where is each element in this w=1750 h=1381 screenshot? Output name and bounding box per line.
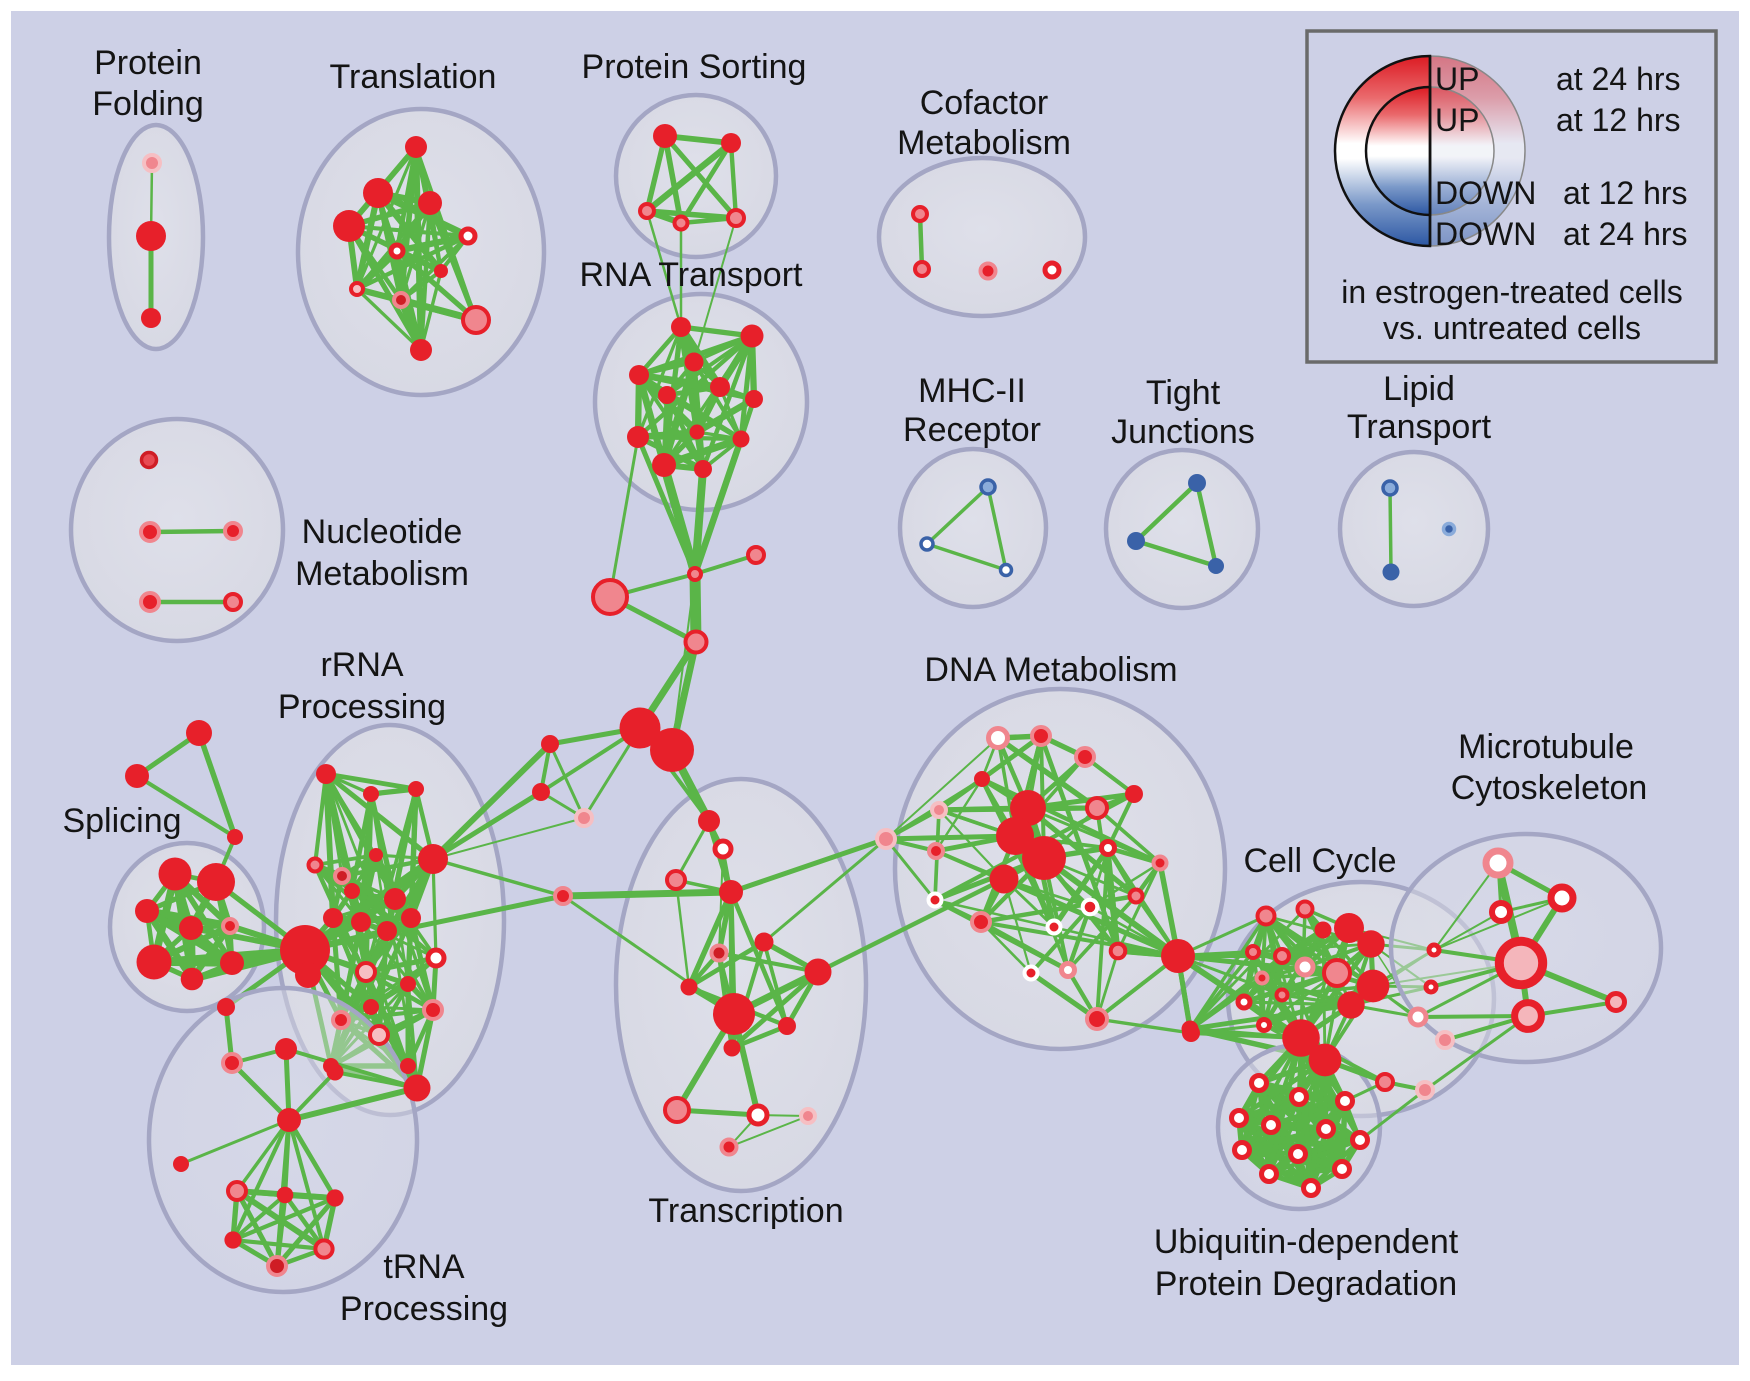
svg-text:DOWN: DOWN [1435,216,1536,252]
svg-text:Tight: Tight [1146,374,1221,412]
svg-text:Cell Cycle: Cell Cycle [1243,842,1396,880]
svg-text:Nucleotide: Nucleotide [302,513,463,551]
svg-text:Receptor: Receptor [903,411,1041,449]
svg-text:rRNA: rRNA [320,646,403,684]
svg-text:Microtubule: Microtubule [1458,728,1634,766]
svg-text:DNA Metabolism: DNA Metabolism [924,651,1177,689]
svg-text:Cofactor: Cofactor [920,84,1049,122]
svg-text:Transport: Transport [1347,408,1492,446]
svg-text:Metabolism: Metabolism [897,124,1071,162]
svg-text:Folding: Folding [92,85,204,123]
svg-text:tRNA: tRNA [383,1248,465,1286]
svg-text:at 24 hrs: at 24 hrs [1563,216,1688,252]
svg-text:Processing: Processing [340,1290,508,1328]
svg-text:Protein: Protein [94,44,202,82]
svg-text:DOWN: DOWN [1435,175,1536,211]
svg-text:at 12 hrs: at 12 hrs [1556,102,1681,138]
svg-text:Cytoskeleton: Cytoskeleton [1451,769,1648,807]
svg-text:MHC-II: MHC-II [918,372,1026,410]
svg-text:UP: UP [1435,61,1479,97]
svg-text:Ubiquitin-dependent: Ubiquitin-dependent [1154,1223,1459,1261]
svg-text:vs. untreated cells: vs. untreated cells [1383,310,1641,346]
svg-text:Splicing: Splicing [62,802,181,840]
svg-text:at 24 hrs: at 24 hrs [1556,61,1681,97]
svg-text:Junctions: Junctions [1111,413,1255,451]
svg-text:UP: UP [1435,102,1479,138]
svg-text:in estrogen-treated cells: in estrogen-treated cells [1341,274,1683,310]
svg-text:Metabolism: Metabolism [295,555,469,593]
svg-text:Transcription: Transcription [648,1192,843,1230]
svg-text:Lipid: Lipid [1383,370,1455,408]
svg-text:Translation: Translation [330,58,497,96]
svg-text:Protein Sorting: Protein Sorting [582,48,807,86]
svg-text:Protein Degradation: Protein Degradation [1155,1265,1457,1303]
svg-text:RNA Transport: RNA Transport [580,256,804,294]
svg-text:Processing: Processing [278,688,446,726]
svg-text:at 12 hrs: at 12 hrs [1563,175,1688,211]
